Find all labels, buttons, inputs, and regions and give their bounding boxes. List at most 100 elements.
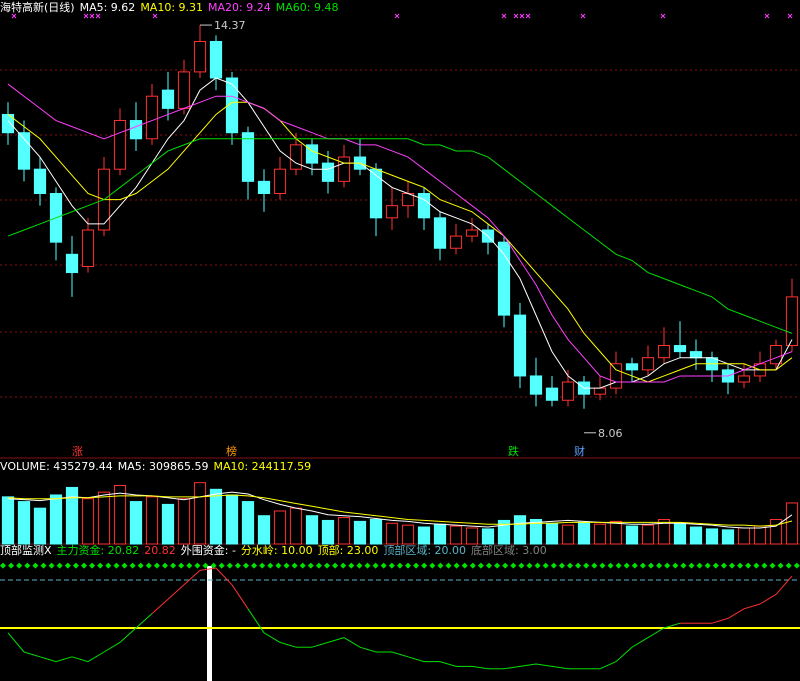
diamond bbox=[599, 562, 606, 569]
diamond bbox=[178, 562, 185, 569]
indicator-segment bbox=[551, 665, 569, 670]
volume-label: VOLUME: 435279.44 bbox=[0, 460, 113, 473]
candle-body bbox=[497, 241, 511, 316]
indicator-segment bbox=[391, 651, 409, 658]
candle-body bbox=[289, 144, 303, 170]
signal-cross bbox=[513, 13, 519, 19]
volume-bar bbox=[305, 515, 319, 545]
candle-body bbox=[433, 217, 447, 249]
candle-body bbox=[17, 132, 31, 170]
volume-bar bbox=[753, 525, 767, 545]
diamond bbox=[526, 562, 533, 569]
volume-bar bbox=[593, 523, 607, 545]
volume-bar bbox=[385, 522, 399, 545]
candle-body bbox=[545, 387, 559, 401]
diamond bbox=[332, 562, 339, 569]
diamond bbox=[8, 562, 15, 569]
volume-bar bbox=[353, 520, 367, 545]
volume-bar bbox=[97, 491, 111, 545]
volume-bar bbox=[33, 507, 47, 545]
volume-bar bbox=[273, 510, 287, 545]
volume-bar bbox=[193, 482, 207, 545]
signal-cross bbox=[660, 13, 666, 19]
volume-bar bbox=[1, 496, 15, 545]
diamond bbox=[24, 562, 31, 569]
signal-cross bbox=[580, 13, 586, 19]
candle-body bbox=[673, 345, 687, 353]
diamond bbox=[315, 562, 322, 569]
diamond bbox=[170, 562, 177, 569]
signal-bar bbox=[207, 566, 212, 681]
diamond bbox=[720, 562, 727, 569]
candle-body bbox=[385, 205, 399, 219]
level-diamonds bbox=[0, 562, 800, 569]
legend-entry: MA10: 9.31 bbox=[140, 1, 204, 14]
diamond bbox=[583, 562, 590, 569]
indicator-segment bbox=[183, 570, 201, 586]
indicator-segment bbox=[87, 651, 105, 663]
diamond bbox=[153, 562, 160, 569]
candle-body bbox=[129, 120, 143, 140]
candle-body bbox=[257, 180, 271, 195]
indicator-segment bbox=[407, 656, 425, 663]
diamond bbox=[631, 562, 638, 569]
signal-cross bbox=[394, 13, 400, 19]
signal-cross bbox=[764, 13, 770, 19]
signal-cross bbox=[519, 13, 525, 19]
diamond bbox=[753, 562, 760, 569]
candle-body bbox=[241, 132, 255, 182]
volume-ma-line bbox=[7, 494, 793, 527]
diamond bbox=[16, 562, 23, 569]
candle-body bbox=[513, 314, 527, 377]
indicator-segment bbox=[279, 641, 297, 648]
candle-body bbox=[33, 168, 47, 195]
volume-bar bbox=[529, 518, 543, 545]
diamond bbox=[356, 562, 363, 569]
diamond bbox=[607, 562, 614, 569]
diamond bbox=[785, 562, 792, 569]
signal-label: 跌 bbox=[508, 444, 519, 458]
indicator-segment bbox=[775, 575, 793, 595]
indicator-segment bbox=[247, 608, 265, 634]
diamond bbox=[340, 562, 347, 569]
diamond bbox=[162, 562, 168, 569]
diamond bbox=[89, 562, 96, 569]
annotation-label: 8.06 bbox=[598, 427, 623, 440]
volume-bar bbox=[545, 522, 559, 545]
volume-bar bbox=[465, 527, 479, 545]
level-label: 顶部区域: 20.00 bbox=[383, 544, 467, 557]
indicator-segment bbox=[647, 627, 665, 639]
legend-entry: MA10: 244117.59 bbox=[213, 460, 312, 473]
diamond bbox=[275, 562, 282, 569]
diamond bbox=[729, 562, 735, 569]
volume-bar bbox=[401, 524, 415, 545]
signal-cross bbox=[501, 13, 507, 19]
candle-body bbox=[785, 296, 799, 347]
candle-body bbox=[737, 375, 751, 383]
level-label: 底部区域: 3.00 bbox=[471, 544, 547, 557]
candle-body bbox=[209, 40, 223, 79]
diamond bbox=[777, 562, 784, 569]
legend-entry: MA5: 309865.59 bbox=[117, 460, 209, 473]
volume-bar bbox=[641, 524, 655, 545]
volume-bar bbox=[337, 517, 351, 545]
indicator-title: 顶部监测X bbox=[0, 544, 52, 557]
volume-bar bbox=[289, 507, 303, 545]
volume-bar bbox=[241, 501, 255, 545]
volume-bar bbox=[65, 486, 79, 545]
volume-bar bbox=[657, 518, 671, 545]
diamond bbox=[202, 562, 209, 569]
diamond bbox=[429, 562, 436, 569]
price-grid bbox=[0, 69, 800, 398]
indicator-segment bbox=[167, 584, 185, 600]
candle-body bbox=[193, 40, 207, 73]
diamond bbox=[502, 562, 509, 569]
signal-cross bbox=[83, 13, 89, 19]
indicator-segment bbox=[727, 608, 745, 619]
diamond bbox=[218, 562, 225, 569]
candle-body bbox=[145, 95, 159, 140]
diamond bbox=[769, 562, 776, 569]
candle-body bbox=[369, 168, 383, 219]
diamond bbox=[793, 562, 800, 569]
indicator-segment bbox=[199, 567, 217, 571]
